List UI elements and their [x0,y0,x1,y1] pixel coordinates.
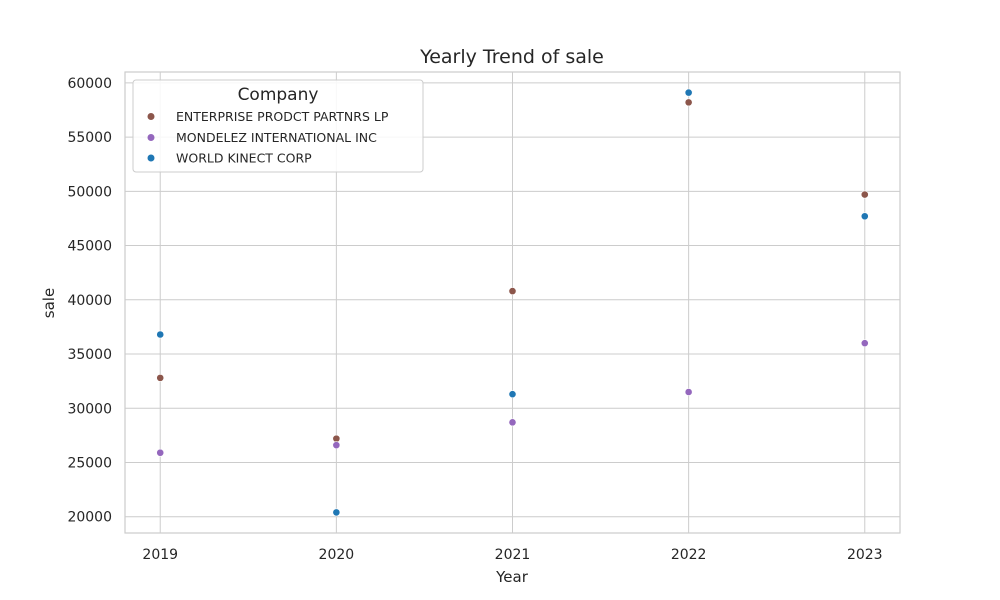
y-tick-label: 45000 [67,239,112,255]
data-point [684,88,693,97]
x-tick-label: 2021 [495,547,531,563]
legend-marker-series-1 [147,134,155,141]
y-tick-label: 25000 [67,455,112,471]
data-point [332,441,341,450]
data-point [684,98,693,107]
plot-area-frame [124,71,901,534]
data-point [508,390,517,399]
data-point [860,339,869,348]
y-tick-label: 30000 [67,401,112,417]
y-tick-label: 50000 [67,184,112,200]
ticks-layer: 2019 2020 2021 2022 2023 20000 25000 30000 35000… [67,76,882,563]
y-tick-label: 60000 [67,76,112,92]
y-tick-label: 40000 [67,293,112,309]
data-point [508,287,517,296]
x-tick-label: 2019 [142,547,178,563]
legend: Company ENTERPRISE PRODCT PARTNRS LP MON… [132,79,424,173]
legend-marker-series-0 [147,113,155,120]
data-point [684,388,693,396]
y-tick-label: 55000 [67,130,112,146]
points-layer [156,88,869,517]
legend-title: Company [238,85,319,105]
x-tick-label: 2023 [847,547,883,563]
y-tick-label: 35000 [67,347,112,363]
y-tick-label: 20000 [67,510,112,526]
data-point [156,373,165,382]
legend-marker-series-2 [147,154,155,162]
data-point [332,508,341,517]
x-tick-label: 2022 [671,547,707,563]
data-point [508,418,517,427]
chart-title: Yearly Trend of sale [419,46,604,68]
data-point [156,330,165,339]
x-tick-label: 2020 [319,547,355,563]
legend-entry-series-0: ENTERPRISE PRODCT PARTNRS LP [176,109,389,124]
data-point [156,448,165,457]
x-axis-label: Year [495,568,529,586]
y-axis-label: sale [40,288,58,318]
grid-layer [125,72,900,533]
data-point [332,434,341,443]
data-point [860,212,869,221]
legend-box [132,79,424,173]
data-point [860,190,869,199]
legend-entry-series-2: WORLD KINECT CORP [176,151,312,166]
legend-entry-series-1: MONDELEZ INTERNATIONAL INC [176,130,377,145]
